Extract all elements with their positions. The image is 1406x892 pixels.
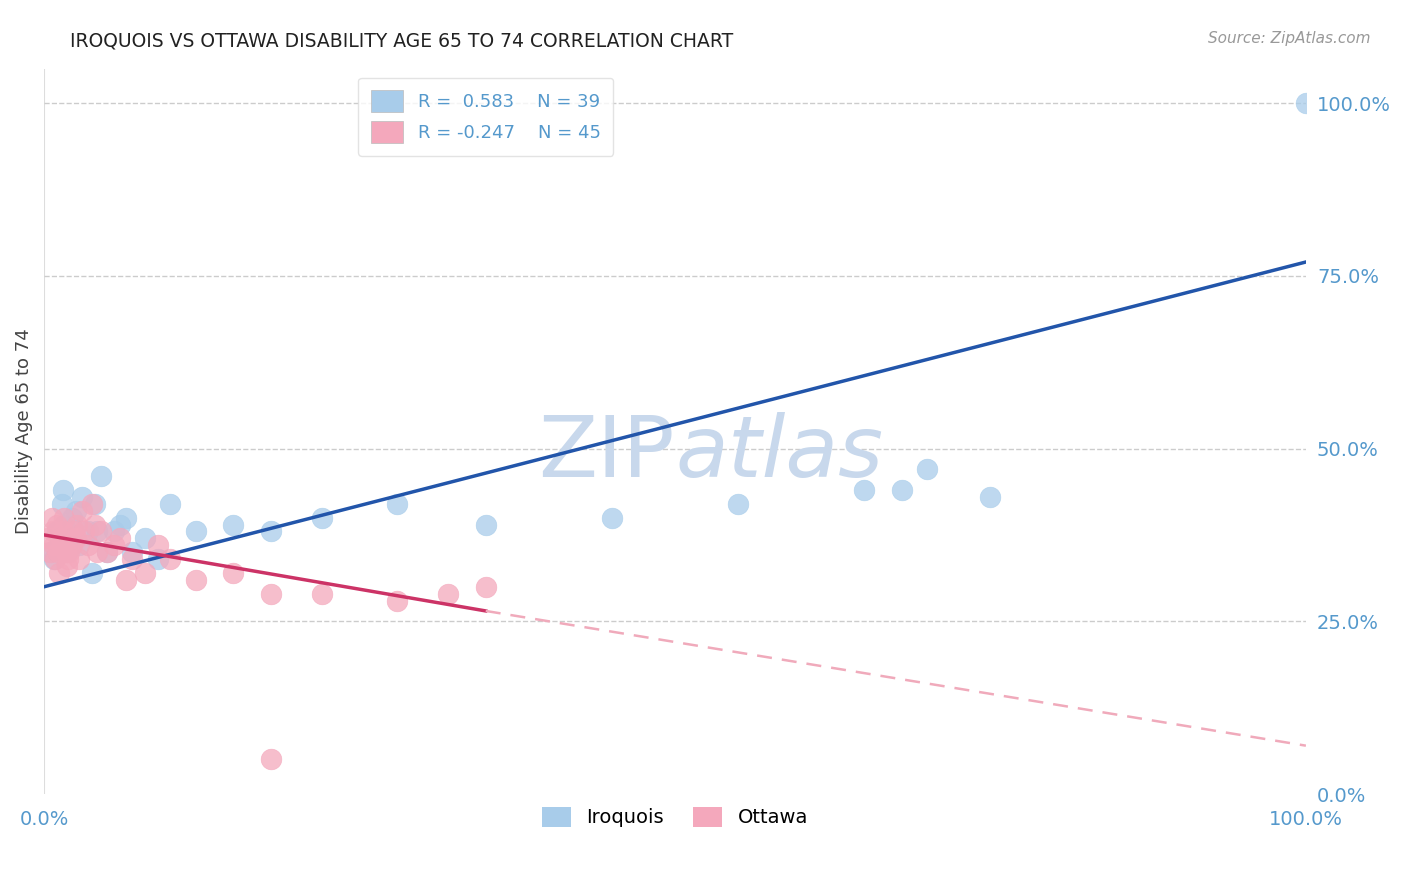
Point [48, 538, 70, 552]
Text: IROQUOIS VS OTTAWA DISABILITY AGE 65 TO 74 CORRELATION CHART: IROQUOIS VS OTTAWA DISABILITY AGE 65 TO … [70, 31, 734, 50]
Point [103, 538, 125, 552]
Point [52, 524, 75, 539]
Point [69, 538, 91, 552]
Point [53, 517, 76, 532]
Point [77, 538, 100, 552]
Point [146, 552, 169, 566]
Point [260, 524, 283, 539]
Point [853, 483, 876, 497]
Point [222, 517, 245, 532]
Point [48, 566, 70, 580]
Point [90, 469, 112, 483]
Point [37, 532, 59, 546]
Point [387, 497, 409, 511]
Point [58, 532, 80, 546]
Point [108, 517, 131, 532]
Point [39, 545, 62, 559]
Point [66, 517, 89, 532]
Point [49, 532, 72, 546]
Point [600, 510, 623, 524]
Point [44, 538, 66, 552]
Point [146, 538, 169, 552]
Point [121, 545, 143, 559]
Point [39, 545, 62, 559]
Point [387, 593, 409, 607]
Point [159, 552, 181, 566]
Point [60, 538, 83, 552]
Point [96, 545, 118, 559]
Point [53, 510, 76, 524]
Point [260, 587, 283, 601]
Point [65, 504, 87, 518]
Point [474, 517, 496, 532]
Point [96, 545, 118, 559]
Point [86, 545, 108, 559]
Point [65, 532, 87, 546]
Point [83, 497, 105, 511]
Point [222, 566, 245, 580]
Point [80, 497, 103, 511]
Point [44, 552, 66, 566]
Point [46, 545, 69, 559]
Point [891, 483, 914, 497]
Point [184, 524, 207, 539]
Point [115, 573, 138, 587]
Point [56, 552, 79, 566]
Point [45, 517, 67, 532]
Point [51, 497, 73, 511]
Point [41, 510, 63, 524]
Point [86, 524, 108, 539]
Point [44, 552, 66, 566]
Point [103, 524, 125, 539]
Point [311, 510, 333, 524]
Point [121, 552, 143, 566]
Point [70, 504, 93, 518]
Point [56, 559, 79, 574]
Point [55, 545, 77, 559]
Point [83, 517, 105, 532]
Point [69, 552, 91, 566]
Point [73, 524, 96, 539]
Point [108, 532, 131, 546]
Point [727, 497, 749, 511]
Point [134, 566, 156, 580]
Point [1295, 96, 1317, 111]
Point [58, 545, 80, 559]
Point [80, 566, 103, 580]
Point [979, 490, 1001, 504]
Point [115, 510, 138, 524]
Point [134, 532, 156, 546]
Point [63, 524, 86, 539]
Point [260, 752, 283, 766]
Point [52, 483, 75, 497]
Text: atlas: atlas [675, 411, 883, 494]
Point [311, 587, 333, 601]
Point [437, 587, 460, 601]
Point [51, 538, 73, 552]
Legend: Iroquois, Ottawa: Iroquois, Ottawa [534, 799, 815, 835]
Point [60, 510, 83, 524]
Y-axis label: Disability Age 65 to 74: Disability Age 65 to 74 [15, 328, 32, 534]
Point [77, 524, 100, 539]
Point [42, 524, 65, 539]
Point [917, 462, 939, 476]
Text: Source: ZipAtlas.com: Source: ZipAtlas.com [1208, 31, 1371, 46]
Point [90, 524, 112, 539]
Point [474, 580, 496, 594]
Point [184, 573, 207, 587]
Point [56, 545, 79, 559]
Point [70, 490, 93, 504]
Point [45, 524, 67, 539]
Point [159, 497, 181, 511]
Text: ZIP: ZIP [538, 411, 675, 494]
